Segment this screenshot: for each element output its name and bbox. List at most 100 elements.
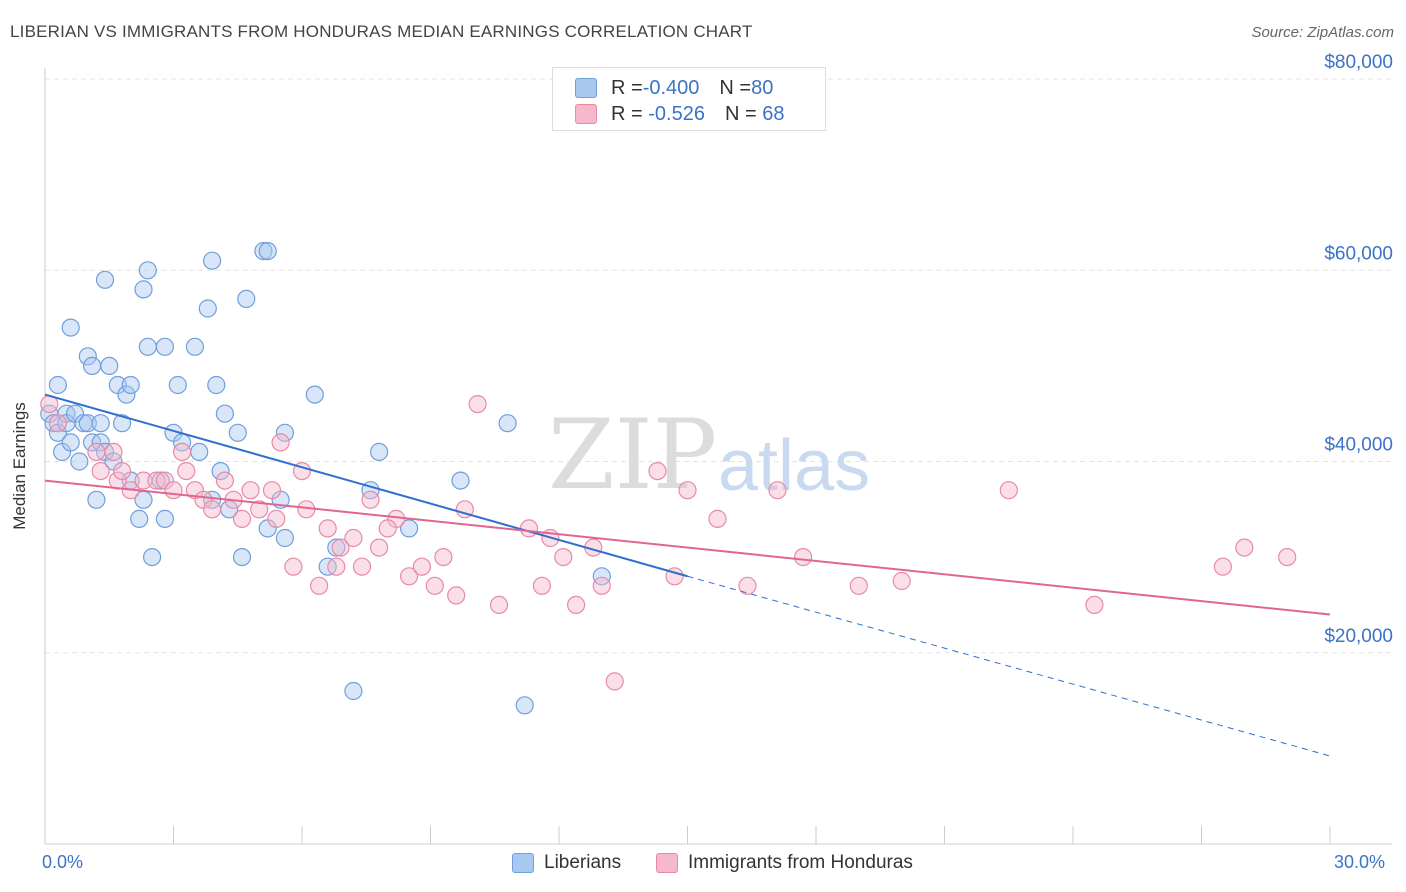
axes <box>44 68 1392 845</box>
point-liberians <box>121 375 140 395</box>
data-points <box>40 242 1297 715</box>
point-honduras <box>738 576 757 595</box>
point-honduras <box>284 557 303 576</box>
point-honduras <box>892 571 911 591</box>
point-honduras <box>344 528 363 548</box>
point-honduras <box>434 547 453 567</box>
y-tick-label: $40,000 <box>1324 435 1393 456</box>
point-honduras <box>648 462 667 481</box>
grid-lines <box>45 78 1392 654</box>
point-honduras <box>370 538 389 557</box>
point-liberians <box>370 442 389 461</box>
point-honduras <box>48 414 68 433</box>
point-liberians <box>91 414 110 433</box>
y-tick-label: $20,000 <box>1324 626 1393 647</box>
y-tick-label: $80,000 <box>1324 52 1393 73</box>
point-liberians <box>95 270 115 289</box>
point-honduras <box>678 481 697 500</box>
legend-swatch-liberians <box>575 78 597 98</box>
point-liberians <box>305 385 324 404</box>
point-liberians <box>400 519 419 538</box>
point-honduras <box>91 462 110 481</box>
point-liberians <box>228 423 247 442</box>
point-honduras <box>173 442 192 461</box>
point-honduras <box>489 595 509 615</box>
point-liberians <box>78 347 97 366</box>
point-honduras <box>134 471 153 490</box>
point-honduras <box>1085 595 1104 615</box>
point-honduras <box>352 557 372 576</box>
point-honduras <box>1213 557 1233 576</box>
point-honduras <box>250 500 269 519</box>
trend-lines <box>44 393 1331 757</box>
y-tick-label: $60,000 <box>1324 243 1393 264</box>
point-honduras <box>177 462 196 481</box>
point-honduras <box>793 547 813 567</box>
point-honduras <box>331 538 350 557</box>
point-liberians <box>198 299 217 318</box>
bottom-legend-liberians: Liberians <box>512 852 621 874</box>
point-liberians <box>275 423 294 442</box>
point-liberians <box>207 375 226 395</box>
trend-line-honduras <box>44 479 1331 616</box>
point-honduras <box>378 519 397 538</box>
point-liberians <box>344 681 363 701</box>
point-honduras <box>310 576 329 595</box>
point-honduras <box>241 481 260 500</box>
point-honduras <box>1235 538 1254 557</box>
point-liberians <box>44 414 63 433</box>
point-liberians <box>211 462 230 481</box>
point-liberians <box>87 490 106 509</box>
point-liberians <box>451 471 470 490</box>
watermark-zip: ZIP <box>548 399 717 511</box>
point-honduras <box>412 557 431 576</box>
legend-row-honduras: R = -0.526 N = 68 <box>575 103 784 125</box>
point-honduras <box>87 442 106 461</box>
source-note: Source: ZipAtlas.com <box>1251 24 1394 41</box>
legend-swatch-honduras <box>575 104 597 124</box>
point-liberians <box>327 538 346 557</box>
point-honduras <box>708 509 727 529</box>
point-honduras <box>592 576 611 595</box>
point-honduras <box>849 576 868 595</box>
point-liberians <box>190 442 209 461</box>
point-liberians <box>61 318 80 337</box>
bottom-swatch-honduras <box>656 853 678 873</box>
point-honduras <box>164 481 183 500</box>
point-liberians <box>275 528 294 548</box>
point-liberians <box>130 509 149 529</box>
correlation-legend: R = -0.400 N = 80 R = -0.526 N = 68 <box>552 67 826 131</box>
point-liberians <box>592 567 611 586</box>
point-liberians <box>91 433 110 452</box>
point-honduras <box>318 519 337 538</box>
point-honduras <box>112 462 132 481</box>
x-tick-min: 0.0% <box>42 852 84 872</box>
point-liberians <box>78 414 97 433</box>
point-honduras <box>215 471 234 490</box>
point-liberians <box>143 547 162 567</box>
point-liberians <box>112 414 132 433</box>
trend-line-liberians <box>44 393 688 578</box>
point-honduras <box>532 576 552 595</box>
point-liberians <box>237 289 256 308</box>
watermark-atlas: atlas <box>718 426 870 506</box>
point-liberians <box>70 452 89 471</box>
point-honduras <box>327 557 346 576</box>
bottom-legend-honduras: Immigrants from Honduras <box>656 852 913 874</box>
point-honduras <box>400 567 419 586</box>
point-honduras <box>1278 547 1297 567</box>
point-honduras <box>468 395 487 414</box>
point-liberians <box>232 547 252 567</box>
point-honduras <box>361 490 380 509</box>
bottom-swatch-liberians <box>512 853 534 873</box>
point-liberians <box>138 337 157 356</box>
point-liberians <box>155 337 174 356</box>
point-honduras <box>447 586 466 605</box>
point-liberians <box>203 251 222 270</box>
point-honduras <box>232 509 252 529</box>
point-liberians <box>100 356 119 375</box>
point-honduras <box>104 442 123 461</box>
point-honduras <box>271 433 290 452</box>
point-honduras <box>768 481 787 500</box>
